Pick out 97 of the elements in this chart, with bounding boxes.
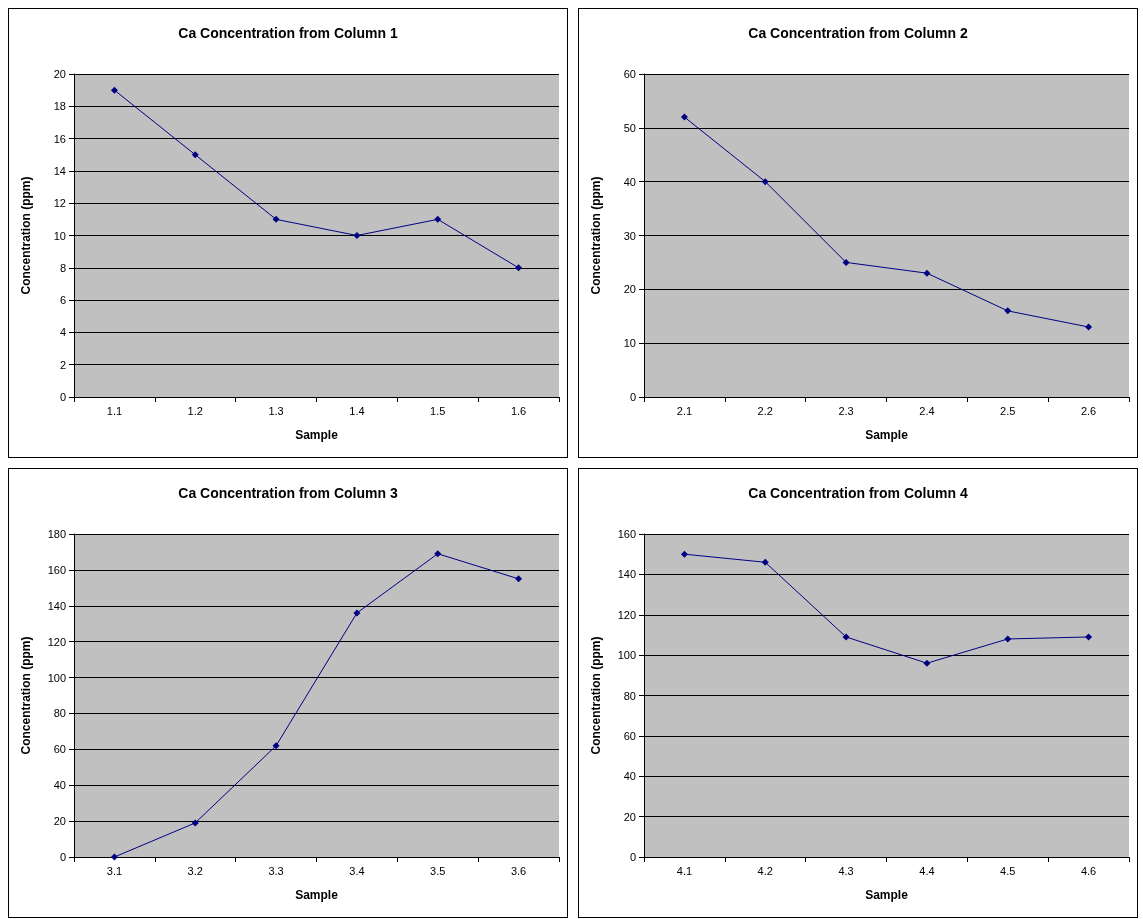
y-tick-label: 10	[53, 229, 66, 242]
y-tick-label: 140	[47, 599, 66, 612]
y-axis-title: Concentration (ppm)	[589, 636, 603, 755]
point	[1085, 633, 1093, 641]
x-tick-label: 3.2	[187, 864, 203, 877]
x-tick-label: 3.5	[430, 864, 446, 877]
y-tick-label: 12	[53, 197, 66, 210]
point	[191, 819, 199, 827]
y-tick-label: 120	[617, 608, 636, 621]
x-axis-title: Sample	[295, 428, 339, 442]
x-tick-label: 1.3	[268, 404, 284, 417]
x-tick-label: 1.1	[106, 404, 123, 417]
y-tick-label: 180	[47, 528, 66, 540]
y-tick-label: 0	[59, 391, 66, 403]
x-tick-label: 4.4	[919, 864, 935, 877]
y-tick-label: 0	[59, 851, 66, 863]
y-tick-label: 100	[617, 649, 636, 662]
x-tick-label: 3.1	[106, 864, 123, 877]
y-tick-label: 0	[629, 391, 636, 403]
x-tick-label: 4.5	[1000, 864, 1016, 877]
point	[761, 178, 769, 186]
y-axis-title: Concentration (ppm)	[19, 176, 33, 295]
point	[1004, 307, 1012, 315]
y-tick-label: 60	[623, 68, 636, 80]
point	[1085, 323, 1093, 331]
y-tick-label: 8	[59, 261, 66, 274]
y-tick-label: 20	[623, 810, 636, 823]
x-tick-label: 1.4	[349, 404, 365, 417]
y-tick-label: 160	[47, 563, 66, 576]
y-tick-label: 6	[59, 294, 66, 307]
point	[842, 633, 850, 641]
y-tick-label: 80	[53, 707, 66, 720]
y-tick-label: 120	[47, 635, 66, 648]
chart-title: Ca Concentration from Column 1	[178, 25, 398, 41]
x-tick-label: 2.2	[757, 404, 773, 417]
point	[272, 215, 280, 223]
x-tick-label: 4.3	[838, 864, 854, 877]
point	[761, 558, 769, 566]
x-axis-title: Sample	[295, 888, 339, 902]
y-tick-label: 0	[629, 851, 636, 863]
point	[1004, 635, 1012, 643]
x-tick-label: 1.5	[430, 404, 446, 417]
point	[515, 264, 523, 272]
point	[923, 269, 931, 277]
point	[923, 659, 931, 667]
x-tick-label: 2.4	[919, 404, 935, 417]
y-tick-label: 2	[59, 358, 66, 371]
chart-title: Ca Concentration from Column 3	[178, 485, 398, 501]
y-tick-label: 140	[617, 568, 636, 581]
point	[680, 113, 688, 121]
x-tick-label: 3.4	[349, 864, 365, 877]
point	[842, 258, 850, 266]
y-tick-label: 20	[623, 283, 636, 296]
x-tick-label: 1.2	[187, 404, 203, 417]
y-tick-label: 80	[623, 689, 636, 702]
y-tick-label: 18	[53, 100, 66, 113]
x-tick-label: 2.1	[676, 404, 693, 417]
x-tick-label: 2.5	[1000, 404, 1016, 417]
y-tick-label: 14	[53, 164, 66, 177]
x-tick-label: 4.1	[676, 864, 693, 877]
x-tick-label: 3.6	[510, 864, 527, 877]
y-tick-label: 50	[623, 121, 636, 134]
x-tick-label: 4.6	[1080, 864, 1097, 877]
y-tick-label: 10	[623, 337, 636, 350]
y-tick-label: 60	[53, 743, 66, 756]
y-tick-label: 60	[623, 729, 636, 742]
chart-title: Ca Concentration from Column 2	[748, 25, 968, 41]
point	[353, 609, 361, 617]
x-tick-label: 3.3	[268, 864, 284, 877]
point	[110, 853, 118, 861]
chart-title: Ca Concentration from Column 4	[748, 485, 968, 501]
point	[515, 575, 523, 583]
y-tick-label: 40	[623, 175, 636, 188]
point	[434, 215, 442, 223]
y-tick-label: 16	[53, 132, 66, 145]
y-tick-label: 100	[47, 671, 66, 684]
y-tick-label: 30	[623, 229, 636, 242]
x-tick-label: 1.6	[510, 404, 527, 417]
y-axis-title: Concentration (ppm)	[19, 636, 33, 755]
point	[434, 550, 442, 558]
y-axis-title: Concentration (ppm)	[589, 176, 603, 295]
x-tick-label: 2.3	[838, 404, 854, 417]
point	[680, 550, 688, 558]
y-tick-label: 40	[53, 779, 66, 792]
point	[272, 742, 280, 750]
y-tick-label: 20	[53, 68, 66, 80]
point	[191, 151, 199, 159]
x-axis-title: Sample	[865, 888, 909, 902]
x-axis-title: Sample	[865, 428, 909, 442]
point	[353, 232, 361, 239]
x-tick-label: 4.2	[757, 864, 773, 877]
y-tick-label: 40	[623, 770, 636, 783]
point	[110, 86, 118, 94]
y-tick-label: 20	[53, 815, 66, 828]
x-tick-label: 2.6	[1080, 404, 1097, 417]
y-tick-label: 4	[59, 326, 66, 339]
y-tick-label: 160	[617, 528, 636, 540]
